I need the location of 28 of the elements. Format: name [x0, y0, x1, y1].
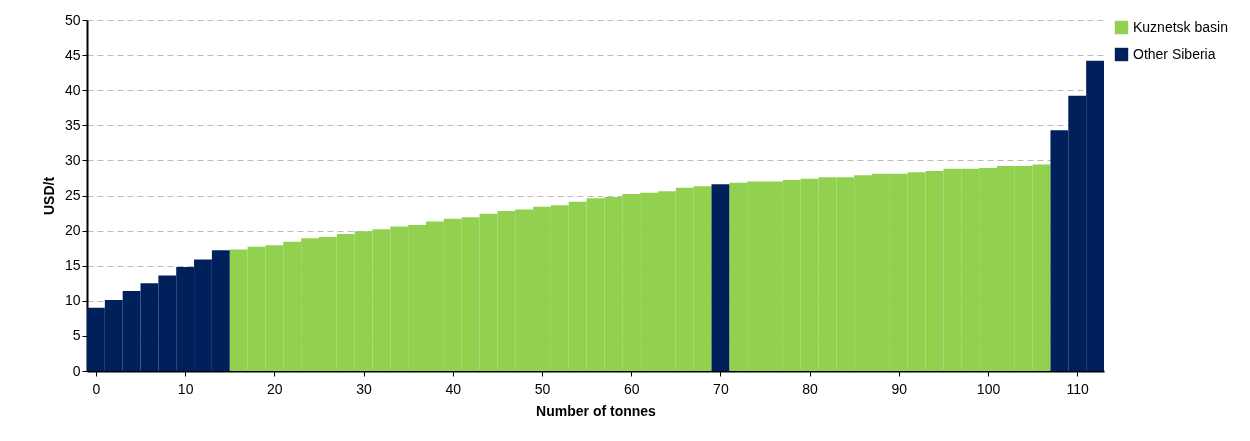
x-tick-label: 30: [356, 380, 373, 397]
x-tick-label: 60: [623, 380, 640, 397]
x-tick-label: 20: [267, 380, 283, 397]
bar: [711, 184, 730, 371]
x-tick-label: 110: [1066, 380, 1090, 397]
x-tick-label: 70: [713, 380, 729, 397]
x-tick-label: 100: [976, 380, 1001, 397]
y-tick-label: 25: [64, 187, 81, 203]
x-tick-label: 40: [445, 380, 462, 397]
y-tick-label: 45: [64, 46, 81, 63]
legend-label: Other Siberia: [1133, 45, 1216, 62]
y-tick-label: 10: [64, 292, 81, 309]
y-tick-label: 20: [64, 222, 81, 239]
x-axis-title: Number of tonnes: [536, 402, 657, 419]
x-tick-label: 90: [891, 380, 908, 397]
legend-label: Kuznetsk basin: [1133, 18, 1228, 35]
y-tick-label: 0: [72, 362, 81, 379]
y-axis-title: USD/t: [40, 176, 57, 216]
y-tick-label: 15: [64, 257, 81, 274]
y-tick-label: 30: [64, 151, 81, 168]
x-tick-label: 10: [177, 380, 194, 397]
y-tick-label: 5: [72, 327, 81, 344]
y-tick-label: 50: [64, 11, 81, 28]
x-tick-label: 0: [92, 380, 101, 397]
x-tick-label: 50: [534, 380, 551, 397]
x-tick-label: 80: [802, 380, 819, 397]
y-tick-label: 40: [64, 81, 81, 98]
y-tick-label: 35: [64, 116, 81, 133]
